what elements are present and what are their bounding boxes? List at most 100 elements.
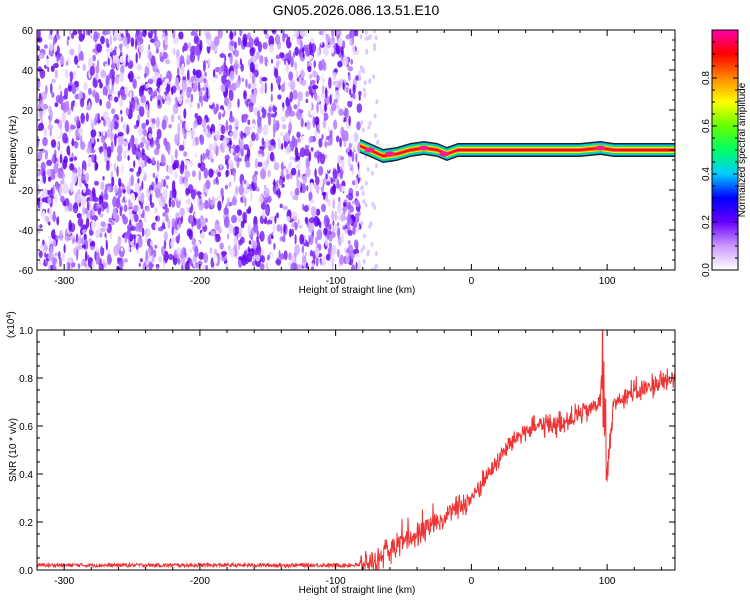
noise-speckle xyxy=(228,124,233,132)
noise-speckle xyxy=(149,248,151,259)
noise-speckle xyxy=(54,102,59,108)
noise-speckle xyxy=(39,224,43,229)
noise-speckle xyxy=(232,129,238,141)
noise-speckle xyxy=(152,172,156,179)
noise-speckle xyxy=(225,169,229,178)
noise-speckle xyxy=(83,233,87,241)
noise-speckle xyxy=(120,64,125,75)
noise-speckle xyxy=(42,220,47,228)
noise-speckle xyxy=(336,227,341,238)
noise-speckle xyxy=(358,95,361,101)
noise-speckle xyxy=(162,51,168,60)
noise-speckle xyxy=(258,196,264,204)
noise-speckle xyxy=(59,55,65,66)
noise-speckle xyxy=(100,136,106,144)
noise-speckle xyxy=(165,175,170,180)
noise-speckle xyxy=(117,144,123,156)
noise-speckle xyxy=(202,152,205,162)
noise-speckle xyxy=(113,96,119,103)
noise-speckle xyxy=(184,170,191,178)
noise-speckle xyxy=(208,143,214,151)
noise-speckle xyxy=(356,121,361,131)
noise-speckle xyxy=(112,55,119,64)
noise-speckle xyxy=(347,201,352,210)
noise-speckle xyxy=(295,155,301,161)
noise-speckle xyxy=(92,54,96,62)
noise-speckle xyxy=(176,229,182,234)
noise-speckle xyxy=(99,146,103,153)
noise-speckle xyxy=(342,130,349,142)
noise-speckle xyxy=(270,93,273,103)
noise-speckle xyxy=(340,116,344,123)
noise-speckle xyxy=(86,147,92,154)
noise-speckle xyxy=(102,201,108,209)
signal-band xyxy=(360,139,675,163)
noise-speckle xyxy=(185,120,190,132)
noise-speckle xyxy=(203,77,207,84)
noise-speckle xyxy=(255,51,260,60)
noise-speckle xyxy=(120,109,123,115)
noise-speckle xyxy=(270,138,276,146)
noise-speckle xyxy=(247,83,252,90)
noise-speckle xyxy=(248,37,254,49)
noise-speckle xyxy=(229,132,234,137)
noise-speckle xyxy=(102,176,105,181)
noise-speckle xyxy=(39,244,44,249)
noise-speckle xyxy=(228,181,232,188)
noise-speckle xyxy=(199,161,206,172)
noise-speckle xyxy=(81,175,85,182)
noise-speckle xyxy=(94,92,100,104)
noise-speckle xyxy=(253,223,259,233)
noise-speckle xyxy=(175,96,178,109)
noise-speckle xyxy=(172,161,177,170)
noise-speckle xyxy=(350,121,356,129)
noise-speckle xyxy=(77,193,81,204)
noise-speckle xyxy=(312,84,319,90)
noise-speckle xyxy=(222,137,227,149)
noise-speckle xyxy=(74,55,78,65)
noise-speckle xyxy=(201,193,206,204)
noise-speckle xyxy=(141,167,145,178)
noise-speckle xyxy=(52,228,56,238)
noise-speckle xyxy=(174,133,180,145)
noise-speckle xyxy=(38,169,43,176)
noise-speckle xyxy=(50,139,57,148)
noise-speckle xyxy=(140,204,144,210)
noise-speckle xyxy=(350,264,356,270)
noise-speckle xyxy=(337,60,343,68)
noise-speckle xyxy=(219,53,226,58)
noise-speckle xyxy=(252,55,256,61)
noise-speckle xyxy=(124,234,128,244)
noise-speckle xyxy=(197,102,200,109)
noise-speckle xyxy=(233,171,236,183)
snr-multiplier-base: (x10 xyxy=(6,318,17,338)
noise-speckle xyxy=(162,39,166,48)
noise-speckle xyxy=(273,162,280,171)
noise-speckle xyxy=(247,223,251,236)
noise-speckle xyxy=(190,160,193,168)
noise-speckle xyxy=(111,108,116,115)
noise-speckle xyxy=(269,68,274,75)
noise-speckle xyxy=(347,147,350,153)
noise-speckle xyxy=(288,71,294,81)
noise-speckle xyxy=(47,176,52,182)
noise-speckle xyxy=(254,69,259,78)
noise-speckle xyxy=(211,131,214,139)
noise-speckle xyxy=(228,140,233,146)
noise-speckle xyxy=(227,233,230,240)
noise-speckle xyxy=(140,94,146,103)
noise-speckle xyxy=(123,54,126,66)
noise-speckle xyxy=(340,96,343,105)
noise-speckle xyxy=(339,254,345,265)
noise-speckle xyxy=(300,70,305,79)
noise-speckle xyxy=(52,211,56,223)
noise-speckle xyxy=(141,180,144,190)
noise-speckle xyxy=(275,54,281,60)
noise-speckle xyxy=(374,133,378,139)
noise-speckle xyxy=(109,120,115,130)
noise-speckle xyxy=(253,240,258,249)
noise-speckle xyxy=(200,153,203,165)
noise-speckle xyxy=(313,60,316,69)
noise-speckle xyxy=(305,90,310,98)
noise-speckle xyxy=(272,123,277,133)
